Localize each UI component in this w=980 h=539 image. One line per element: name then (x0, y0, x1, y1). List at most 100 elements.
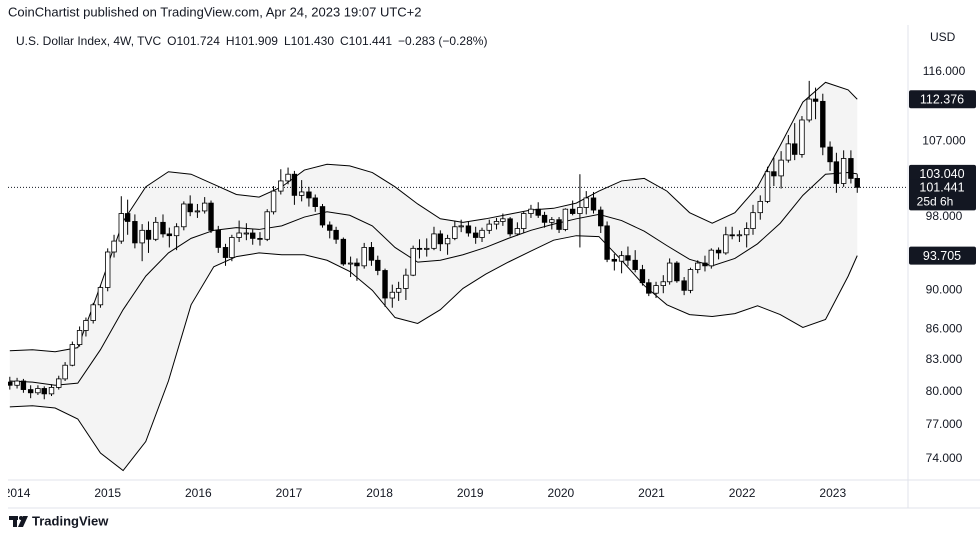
candle-body (243, 232, 250, 235)
candle-body (354, 262, 360, 267)
candle-body (319, 206, 326, 226)
candle-body (535, 208, 541, 216)
candle-body (778, 159, 784, 177)
candle-body (764, 171, 771, 202)
candle-body (347, 262, 354, 265)
candle-body (437, 233, 444, 245)
legend-change: −0.283 (−0.28%) (398, 34, 487, 48)
legend-low: L101.430 (284, 34, 334, 48)
legend-symbol: U.S. Dollar Index, 4W, TVC (16, 34, 161, 48)
band-lower (9, 235, 858, 472)
y-tick-label: 116.000 (923, 64, 966, 78)
y-axis-label: USD (930, 30, 956, 44)
candle-body (41, 388, 47, 395)
candle-body (264, 211, 270, 240)
candle-body (312, 197, 318, 207)
candle-body (56, 378, 62, 388)
candle-body (590, 197, 597, 211)
candle-body (124, 213, 131, 222)
header-title: CoinChartist published on TradingView.co… (8, 4, 421, 19)
candle-body (257, 237, 263, 240)
candle-body (298, 191, 305, 196)
candle-body (472, 232, 479, 238)
candle-body (549, 219, 555, 223)
candle-body (278, 180, 284, 192)
candle-body (806, 98, 812, 121)
x-tick-label: 2020 (548, 486, 575, 500)
candle-body (375, 259, 381, 271)
candle-body (632, 259, 638, 270)
candle-body (687, 269, 694, 291)
candle-body (625, 255, 631, 261)
legend-high: H101.909 (226, 34, 278, 48)
candle-body (118, 213, 124, 242)
y-tick-label: 90.000 (926, 283, 963, 297)
candle-body (598, 209, 604, 227)
candle-body (493, 221, 500, 225)
x-tick-label: 2018 (366, 486, 393, 500)
candle-body (166, 233, 173, 237)
candle-body (583, 197, 589, 208)
candle-body (90, 304, 96, 321)
candle-body (368, 247, 375, 261)
candle-body (20, 380, 27, 390)
candle-body (431, 233, 437, 249)
candle-body (416, 247, 423, 250)
candle-body (458, 225, 464, 228)
candle-body (69, 344, 76, 366)
last-price-tag (909, 179, 976, 211)
x-tick-label: 2014 (4, 486, 31, 500)
x-tick-label: 2019 (457, 486, 484, 500)
candle-body (139, 229, 145, 244)
candle-body (708, 249, 715, 267)
candle-body (771, 171, 777, 177)
candle-body (389, 291, 395, 299)
price-tag-label: 93.705 (923, 249, 961, 263)
candle-body (76, 330, 83, 346)
candle-body (792, 143, 798, 155)
candle-body (208, 202, 214, 231)
candle-body (327, 224, 333, 231)
candle-body (201, 202, 208, 212)
candle-body (674, 262, 680, 282)
candle-body (403, 274, 409, 289)
candle-body (160, 221, 166, 235)
x-tick-label: 2023 (819, 486, 846, 500)
band-upper (9, 81, 858, 353)
band-middle (9, 172, 858, 386)
candle-body (646, 282, 652, 294)
candle-body (62, 364, 68, 380)
candle-body (153, 221, 159, 240)
candle-body (750, 212, 756, 229)
candle-body (562, 208, 569, 230)
candle-body (27, 389, 34, 394)
candle-body (507, 218, 513, 235)
legend-open: O101.724 (167, 34, 220, 48)
candle-body (840, 158, 847, 184)
candle-body (820, 100, 826, 148)
y-tick-label: 83.000 (926, 352, 963, 366)
brand-logo (9, 516, 28, 527)
price-tag (909, 246, 976, 265)
candle-body (222, 247, 229, 258)
candle-body (194, 210, 201, 213)
candle-body (83, 320, 89, 331)
candle-body (410, 247, 416, 276)
candle-body (666, 262, 673, 283)
price-tag-label: 112.376 (920, 93, 964, 107)
y-tick-label: 80.000 (926, 384, 963, 398)
y-tick-label: 86.000 (926, 322, 963, 336)
countdown: 25d 6h (917, 195, 954, 209)
candle-body (736, 234, 743, 237)
candle-body (452, 226, 458, 239)
candle-body (333, 229, 339, 240)
x-tick-label: 2022 (729, 486, 756, 500)
candle-body (340, 238, 347, 265)
candle-body (848, 158, 854, 179)
y-tick-label: 77.000 (926, 417, 963, 431)
candle-body (35, 388, 41, 394)
candle-body (660, 281, 666, 286)
brand-name: TradingView (32, 513, 109, 528)
candle-body (250, 232, 256, 239)
